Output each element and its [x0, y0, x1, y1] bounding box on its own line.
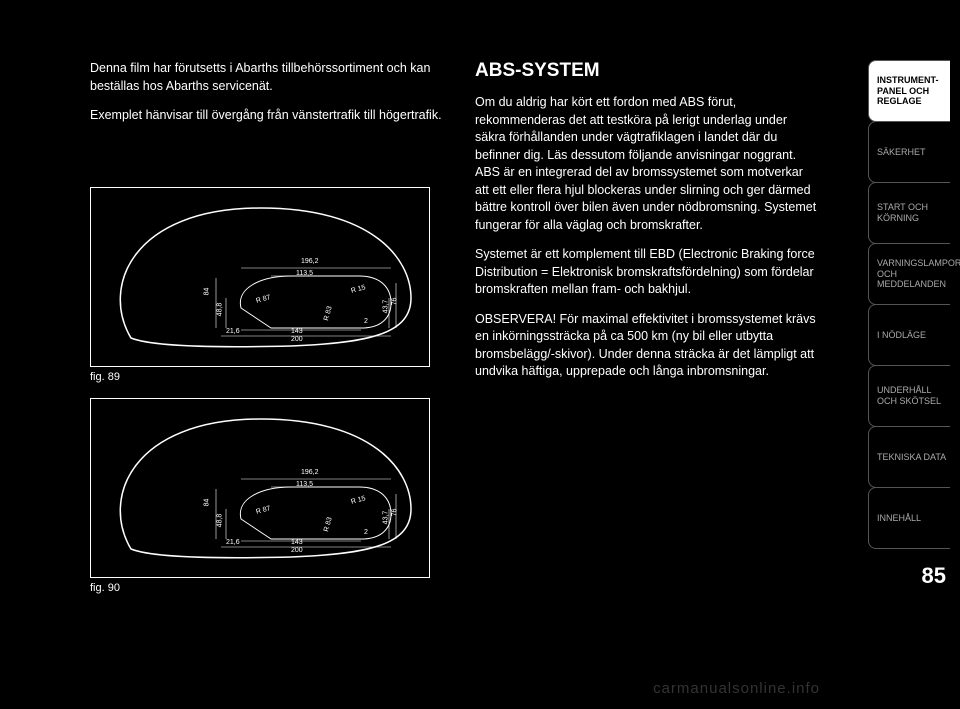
dim-label: 143 — [291, 328, 303, 335]
dim-label: 200 — [291, 547, 303, 554]
sidebar-tab-7[interactable]: INNEHÅLL — [868, 487, 950, 549]
figure-caption: fig. 90 — [90, 582, 445, 594]
sidebar-tab-5[interactable]: UNDERHÅLL OCH SKÖTSEL — [868, 365, 950, 427]
sidebar-tab-1[interactable]: SÄKERHET — [868, 121, 950, 183]
body-paragraph: Denna film har förutsetts i Abarths till… — [90, 60, 445, 95]
section-heading: ABS-SYSTEM — [475, 60, 820, 82]
dim-label: 43,7 — [382, 510, 389, 524]
dim-label: 196,2 — [301, 258, 319, 265]
figure-caption: fig. 89 — [90, 371, 445, 383]
dim-label: 76 — [391, 297, 398, 305]
left-column: Denna film har förutsetts i Abarths till… — [90, 60, 445, 689]
headlight-diagram-icon — [91, 188, 431, 368]
dim-label: 76 — [391, 508, 398, 516]
dim-label: 48,8 — [216, 513, 223, 527]
dim-label: 113,5 — [296, 270, 313, 277]
dim-label: 84 — [203, 287, 210, 295]
content-area: Denna film har förutsetts i Abarths till… — [0, 0, 868, 709]
figure-89: 196,2 113,5 84 48,8 21,6 143 200 2 43,7 … — [90, 187, 430, 367]
dim-label: 200 — [291, 336, 303, 343]
dim-label: 21,6 — [226, 539, 240, 546]
dim-label: 2 — [364, 318, 368, 325]
dim-label: 43,7 — [382, 299, 389, 313]
dim-label: 113,5 — [296, 481, 313, 488]
body-paragraph: Exemplet hänvisar till övergång från vän… — [90, 107, 445, 125]
sidebar-tab-2[interactable]: START OCH KÖRNING — [868, 182, 950, 244]
watermark: carmanualsonline.info — [653, 680, 820, 697]
body-paragraph: OBSERVERA! För maximal effektivitet i br… — [475, 311, 820, 381]
sidebar-tab-6[interactable]: TEKNISKA DATA — [868, 426, 950, 488]
sidebar-tab-3[interactable]: VARNINGSLAMPOR OCH MEDDELANDEN — [868, 243, 950, 305]
dim-label: 84 — [203, 498, 210, 506]
sidebar-tab-4[interactable]: I NÖDLÄGE — [868, 304, 950, 366]
dim-label: 196,2 — [301, 469, 319, 476]
body-paragraph: Systemet är ett komplement till EBD (Ele… — [475, 246, 820, 299]
dim-label: 48,8 — [216, 302, 223, 316]
headlight-diagram-icon — [91, 399, 431, 579]
dim-label: 143 — [291, 539, 303, 546]
sidebar-tab-0[interactable]: INSTRUMENT- PANEL OCH REGLAGE — [868, 60, 950, 122]
dim-label: 21,6 — [226, 328, 240, 335]
page-number: 85 — [868, 563, 950, 589]
figure-90: 196,2 113,5 84 48,8 21,6 143 200 2 43,7 … — [90, 398, 430, 578]
dim-label: 2 — [364, 529, 368, 536]
body-paragraph: Om du aldrig har kört ett fordon med ABS… — [475, 94, 820, 234]
sidebar-nav: INSTRUMENT- PANEL OCH REGLAGESÄKERHETSTA… — [868, 0, 960, 709]
right-column: ABS-SYSTEM Om du aldrig har kört ett for… — [475, 60, 820, 689]
